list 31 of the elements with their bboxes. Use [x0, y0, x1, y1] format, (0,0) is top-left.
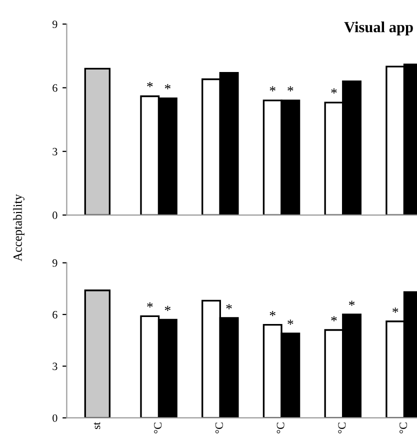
y-tick-label: 9 [52, 20, 58, 28]
bar [84, 290, 111, 418]
y-tick-label: 3 [52, 148, 58, 156]
x-tick-label: °C [276, 422, 284, 434]
data-label: * [147, 302, 153, 308]
y-tick-label: 0 [52, 212, 58, 220]
x-tick-label: °C [400, 422, 408, 434]
data-label: * [288, 86, 294, 92]
chart-title: Visual app [344, 22, 413, 36]
data-label: * [288, 320, 294, 325]
bar [84, 68, 111, 216]
data-label: * [147, 82, 153, 88]
x-tick-label: °C [215, 422, 223, 434]
y-tick-label: 6 [52, 84, 58, 92]
data-label: * [164, 84, 170, 90]
data-label: * [226, 304, 232, 310]
x-tick-label: st [94, 422, 100, 429]
x-tick-label: °C [154, 422, 162, 434]
data-label: * [164, 306, 170, 311]
y-tick-label: 0 [52, 414, 58, 422]
data-label: * [270, 86, 276, 92]
x-tick-label: °C [338, 422, 346, 434]
data-label: * [348, 300, 355, 306]
y-axis-title: Acceptability [13, 194, 24, 262]
data-label: * [270, 311, 276, 316]
y-tick-label: 3 [52, 362, 58, 370]
data-label: * [331, 316, 337, 322]
data-label: * [392, 308, 398, 313]
data-label: * [331, 88, 337, 94]
y-tick-label: 6 [52, 310, 58, 318]
y-tick-label: 9 [52, 259, 58, 267]
